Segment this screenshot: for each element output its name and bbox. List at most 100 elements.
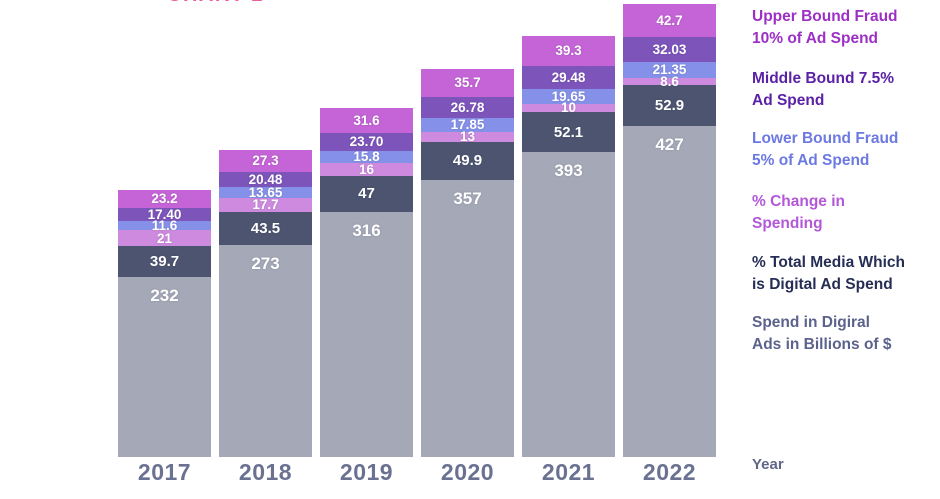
bar-segment-spend-in-digital-ads-2021: 393 [522,152,615,457]
bar-segment-upper-bound-fraud-2017: 23.2 [118,189,211,208]
bar-value-label: 31.6 [353,112,380,128]
bar-segment-pct-change-in-spending-2021: 10 [522,100,615,116]
bar-segment-pct-total-media-2022: 52.9 [623,85,716,127]
x-tick-2021: 2021 [541,459,596,485]
bar-2022: 42.7 32.03 21.35 8.6 52.9 427 [623,4,716,457]
bar-segment-upper-bound-fraud-2018: 27.3 [219,150,312,172]
bar-segment-upper-bound-fraud-2021: 39.3 [522,35,615,67]
legend-item-upper-bound-fraud: Upper Bound Fraud 10% of Ad Spend [752,6,938,50]
bar-segment-pct-total-media-2017: 39.7 [118,246,211,278]
bar-segment-middle-bound-fraud-2020: 26.78 [421,97,514,118]
bar-value-label: 47 [358,185,375,203]
bar-2020: 35.7 26.78 17.85 13 49.9 357 [421,69,514,457]
bar-value-label: 23.2 [151,190,178,206]
bar-value-label: 273 [251,254,280,274]
bar-value-label: 427 [655,135,684,155]
legend-item-line2: Ads in Billions of $ [752,336,892,353]
bar-value-label: 39.7 [149,253,180,271]
bar-value-label: 17.85 [450,116,485,132]
bar-segment-spend-in-digital-ads-2017: 232 [118,277,211,457]
bar-value-label: 8.6 [660,74,679,90]
bar-segment-lower-bound-fraud-2018: 13.65 [219,185,312,200]
bar-value-label: 20.48 [248,171,283,187]
bar-segment-pct-change-in-spending-2022: 8.6 [623,75,716,88]
bar-2019: 31.6 23.70 15.8 16 47 316 [320,108,413,457]
bar-value-label: 17.7 [252,197,279,213]
bar-segment-spend-in-digital-ads-2018: 273 [219,245,312,457]
legend-item-line1: Lower Bound Fraud [752,130,899,147]
bar-value-label: 16 [358,161,375,177]
bar-segment-upper-bound-fraud-2022: 42.7 [623,4,716,38]
bar-value-label: 35.7 [454,75,481,91]
bar-segment-pct-change-in-spending-2020: 13 [421,128,514,144]
bar-value-label: 49.9 [452,152,483,170]
bar-segment-upper-bound-fraud-2019: 31.6 [320,108,413,133]
bar-value-label: 17.40 [147,206,182,222]
bar-2017: 23.2 17.40 11.6 21 39.7 232 [118,189,211,457]
bar-segment-middle-bound-fraud-2021: 29.48 [522,66,615,90]
bar-segment-pct-total-media-2020: 49.9 [421,141,514,181]
bar-segment-spend-in-digital-ads-2020: 357 [421,180,514,457]
bar-segment-lower-bound-fraud-2017: 11.6 [118,217,211,233]
bar-value-label: 27.3 [252,153,279,169]
bar-value-label: 43.5 [250,220,281,238]
bar-segment-middle-bound-fraud-2022: 32.03 [623,37,716,62]
legend-item-line1: Upper Bound Fraud [752,8,898,25]
bar-value-label: 26.78 [450,99,485,115]
legend-item-pct-total-media: % Total Media Which is Digital Ad Spend [752,252,938,296]
x-tick-2019: 2019 [339,459,394,485]
bar-value-label: 393 [554,161,583,181]
legend-item-line1: % Change in [752,193,846,210]
bar-segment-lower-bound-fraud-2021: 19.65 [522,88,615,105]
bar-value-label: 39.3 [555,43,582,59]
legend-item-line1: Middle Bound 7.5% [752,70,895,87]
bar-segment-middle-bound-fraud-2019: 23.70 [320,132,413,152]
legend-item-lower-bound-fraud: Lower Bound Fraud 5% of Ad Spend [752,128,938,172]
x-tick-2017: 2017 [137,459,192,485]
bar-value-label: 10 [560,100,577,116]
legend-item-line2: 10% of Ad Spend [752,30,879,47]
legend-item-pct-change-in-spending: % Change in Spending [752,191,938,235]
bar-segment-upper-bound-fraud-2020: 35.7 [421,69,514,98]
bar-value-label: 13 [459,128,476,144]
bar-value-label: 23.70 [349,134,384,150]
legend-item-line2: is Digital Ad Spend [752,276,893,293]
bar-value-label: 232 [150,286,179,306]
bar-segment-pct-total-media-2018: 43.5 [219,211,312,246]
bar-value-label: 52.9 [654,97,685,115]
bar-value-label: 13.65 [248,185,283,200]
legend-item-line2: Ad Spend [752,92,825,109]
x-tick-2020: 2020 [440,459,495,485]
bar-segment-pct-total-media-2021: 52.1 [522,112,615,153]
chart-title: CHART 2 [167,0,264,6]
x-tick-2022: 2022 [642,459,697,485]
bar-value-label: 52.1 [553,123,584,141]
bar-value-label: 42.7 [656,12,683,28]
bar-value-label: 19.65 [551,88,586,104]
bar-segment-lower-bound-fraud-2019: 15.8 [320,149,413,165]
legend-item-line2: 5% of Ad Spend [752,152,870,169]
bar-segment-middle-bound-fraud-2018: 20.48 [219,171,312,188]
bar-value-label: 15.8 [353,149,380,165]
legend-item-line1: % Total Media Which [752,254,905,271]
legend-item-middle-bound-fraud: Middle Bound 7.5% Ad Spend [752,68,938,112]
bar-value-label: 316 [352,221,381,241]
bar-value-label: 21.35 [652,62,687,78]
bar-value-label: 21 [156,230,173,246]
bar-value-label: 11.6 [151,217,178,233]
legend-item-line2: Spending [752,215,823,232]
bar-value-label: 357 [453,189,482,209]
bar-segment-lower-bound-fraud-2022: 21.35 [623,61,716,79]
x-tick-2018: 2018 [238,459,293,485]
bar-segment-spend-in-digital-ads-2022: 427 [623,126,716,457]
legend-item-line1: Spend in Digiral [752,314,870,331]
bar-segment-pct-change-in-spending-2017: 21 [118,230,211,247]
bar-segment-lower-bound-fraud-2020: 17.85 [421,116,514,132]
bar-segment-pct-total-media-2019: 47 [320,175,413,213]
bar-value-label: 29.48 [551,69,586,85]
bar-segment-pct-change-in-spending-2019: 16 [320,161,413,177]
x-axis-title: Year [752,456,784,473]
bar-2018: 27.3 20.48 13.65 17.7 43.5 273 [219,150,312,457]
bar-segment-middle-bound-fraud-2017: 17.40 [118,206,211,222]
